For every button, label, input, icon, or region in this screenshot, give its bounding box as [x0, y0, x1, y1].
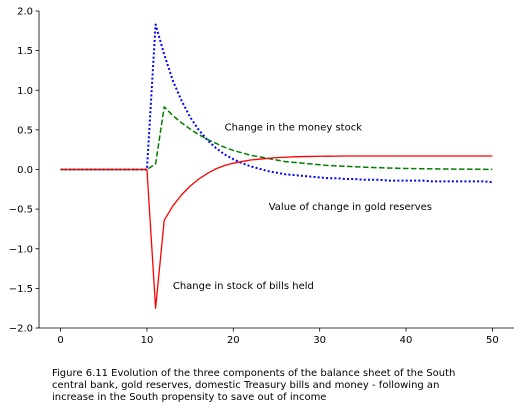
caption-line-3: increase in the South propensity to save…: [52, 392, 327, 403]
x-tick-label: 30: [313, 335, 326, 346]
figure-caption: Figure 6.11 Evolution of the three compo…: [52, 368, 492, 404]
x-tick-label: 50: [486, 335, 499, 346]
x-tick-label: 10: [141, 335, 154, 346]
annotation-bills-held: Change in stock of bills held: [173, 281, 314, 292]
bills-held-line: [60, 155, 493, 309]
y-tick-label: 0.0: [17, 165, 33, 176]
y-tick-label: −1.5: [9, 284, 33, 295]
gold-reserves-line: [60, 106, 493, 171]
caption-line-2: central bank, gold reserves, domestic Tr…: [52, 380, 440, 391]
y-tick-label: 1.0: [17, 86, 33, 97]
y-tick-label: −2.0: [9, 324, 33, 335]
y-tick-label: −0.5: [9, 205, 33, 216]
caption-line-1: Figure 6.11 Evolution of the three compo…: [52, 368, 456, 379]
annotation-gold-reserves: Value of change in gold reserves: [269, 202, 432, 213]
y-tick-label: −1.0: [9, 244, 33, 255]
x-tick-label: 20: [227, 335, 240, 346]
annotation-money-stock: Change in the money stock: [225, 123, 363, 134]
money-stock-line: [60, 23, 493, 184]
y-tick-label: 0.5: [17, 125, 33, 136]
y-tick-label: 1.5: [17, 46, 33, 57]
x-tick-label: 40: [400, 335, 413, 346]
x-tick-label: 0: [57, 335, 63, 346]
y-tick-label: 2.0: [17, 7, 33, 18]
